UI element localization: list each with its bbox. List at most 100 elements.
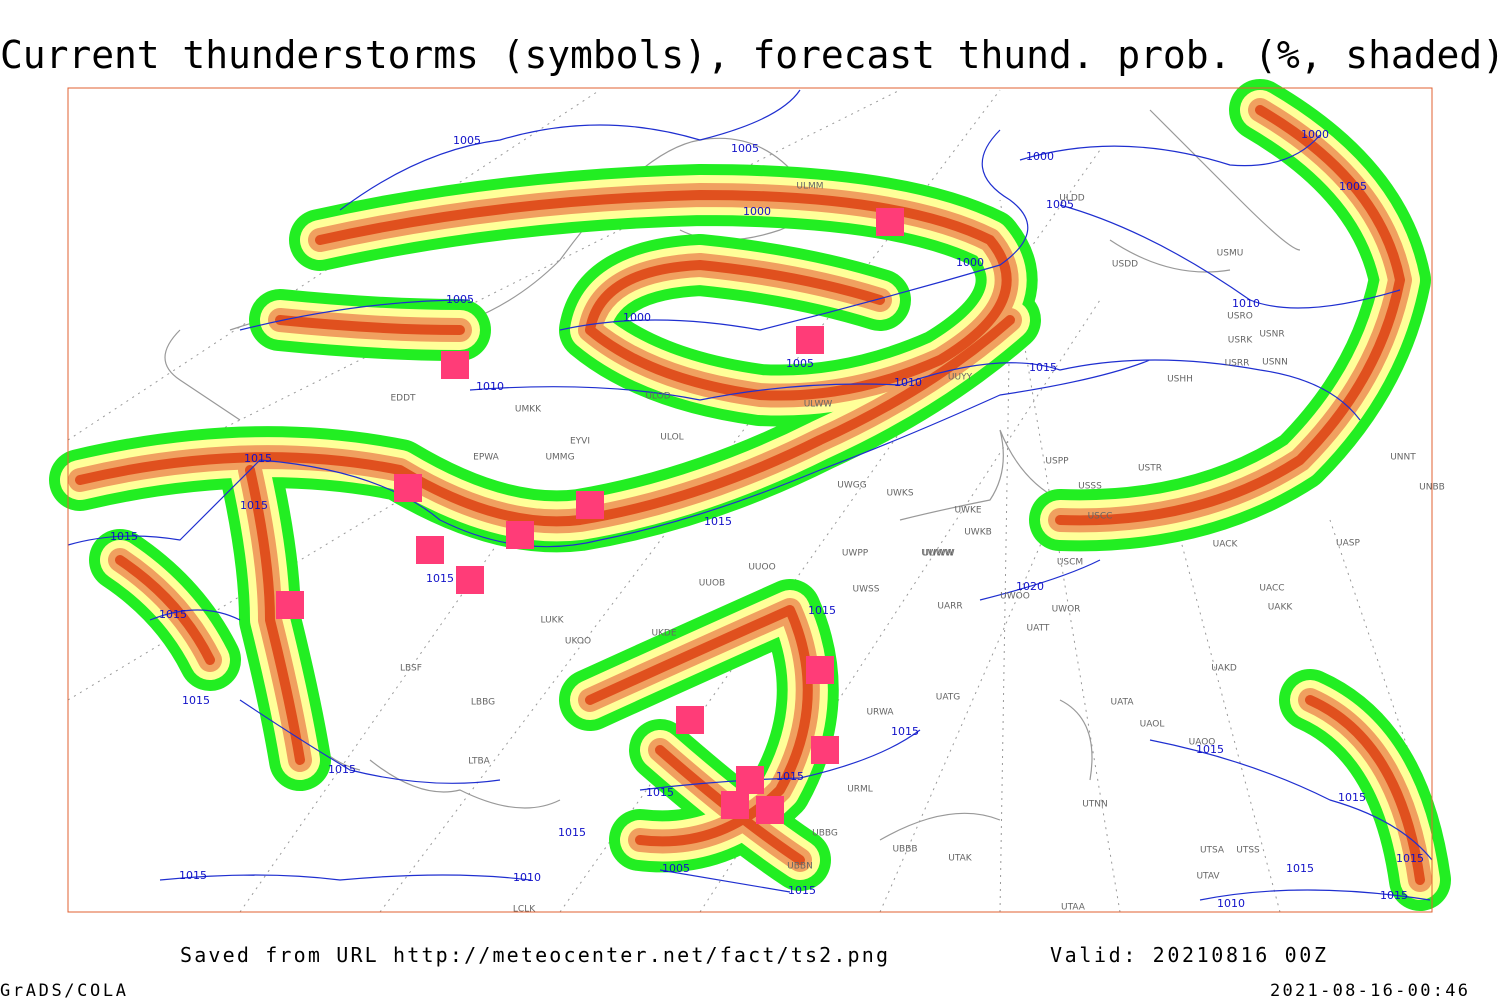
station-label: UWOO (1000, 592, 1030, 602)
station-label: ULOL (660, 433, 683, 443)
storm-symbol (876, 208, 904, 236)
storm-symbol (394, 474, 422, 502)
storm-symbol (576, 491, 604, 519)
shading-band (115, 555, 215, 665)
station-label: UNBB (1419, 483, 1445, 493)
station-label: UAOO (1189, 738, 1216, 748)
graticule-lines (67, 89, 1433, 913)
station-label: ULDD (1059, 194, 1085, 204)
station-label: UWWW (921, 549, 954, 559)
isobar-label: 1000 (956, 256, 984, 269)
station-label: UWKS (886, 489, 913, 499)
station-label: URML (847, 785, 873, 795)
storm-symbol (276, 591, 304, 619)
isobar-label: 1015 (244, 452, 272, 465)
station-label: UTAV (1196, 872, 1220, 882)
station-label: USCC (1088, 512, 1113, 522)
station-label: UBBG (812, 829, 838, 839)
graticule (67, 89, 1433, 913)
station-label: UBBB (892, 845, 917, 855)
isobar-label: 1010 (1217, 897, 1245, 910)
isobar-label: 1005 (446, 293, 474, 306)
station-label: UAOL (1140, 720, 1165, 730)
station-label: UKDE (651, 629, 676, 639)
isobar-label: 1015 (558, 826, 586, 839)
valid-time: Valid: 20210816 00Z (1050, 943, 1326, 967)
labels: 1005 1005 1000 1000 1005 1000 1005 1000 1005 1000… (110, 128, 1445, 915)
shading-band (585, 605, 813, 847)
station-label: UUYY (948, 373, 973, 383)
isobar-label: 1015 (1029, 361, 1057, 374)
isobar-label: 1005 (1339, 180, 1367, 193)
shading-band (245, 465, 305, 765)
station-label: UASP (1336, 539, 1360, 549)
station-label: ULOD (645, 392, 670, 402)
shading-band (275, 315, 465, 335)
station-label: USCM (1057, 558, 1083, 568)
isobar-label: 1010 (476, 380, 504, 393)
storm-symbol (416, 536, 444, 564)
isobar-label: 1015 (646, 786, 674, 799)
station-label: LUKK (541, 616, 565, 626)
station-label: UMMG (545, 453, 574, 463)
thunderstorm-symbols (276, 208, 904, 824)
station-label: USDD (1112, 260, 1138, 270)
source-note: Saved from URL http://meteocenter.net/fa… (180, 943, 888, 967)
isobar-label: 1010 (513, 871, 541, 884)
station-label: USRO (1227, 312, 1253, 322)
isobar-label: 1015 (808, 604, 836, 617)
storm-symbol (811, 736, 839, 764)
isobar-label: 1015 (1380, 889, 1408, 902)
isobar-label: 1005 (786, 357, 814, 370)
isobar-label: 1015 (159, 608, 187, 621)
station-label: USNN (1262, 358, 1288, 368)
isobar-label: 1015 (788, 884, 816, 897)
station-label: UTNN (1082, 800, 1108, 810)
station-label: UAKD (1211, 664, 1237, 674)
station-label: EDDT (390, 394, 416, 404)
station-label: UNNT (1390, 453, 1416, 463)
isobar-line (67, 89, 1433, 901)
isobar-label: 1000 (1026, 150, 1054, 163)
station-label: UUOO (748, 563, 775, 573)
isobar-label: 1015 (328, 763, 356, 776)
station-label: USHH (1167, 375, 1193, 385)
station-label: UWPP (842, 549, 869, 559)
station-label: EPWA (473, 453, 500, 463)
isobar-label: 1005 (662, 862, 690, 875)
station-label: USRR (1225, 359, 1250, 369)
probability-shading (49, 79, 1451, 911)
storm-symbol (796, 326, 824, 354)
station-label: UUWW (923, 549, 954, 559)
station-label: EYVI (570, 437, 590, 447)
isobar-label: 1015 (1286, 862, 1314, 875)
isobar-label: 1015 (426, 572, 454, 585)
station-label: UATT (1027, 624, 1050, 634)
storm-symbol (506, 521, 534, 549)
isobar-label: 1015 (1196, 743, 1224, 756)
station-label: LBSF (400, 664, 422, 674)
station-label: UBBN (787, 862, 813, 872)
station-label: UWGG (837, 481, 866, 491)
isobar-label: 1000 (743, 205, 771, 218)
station-label: UATG (936, 693, 961, 703)
isobar-label: 1005 (453, 134, 481, 147)
map (49, 79, 1451, 913)
storm-symbol (441, 351, 469, 379)
isobar-label: 1015 (179, 869, 207, 882)
isobar-label: 1005 (731, 142, 759, 155)
station-label: UWOR (1052, 605, 1081, 615)
station-label: UTSA (1200, 846, 1225, 856)
isobar-label: 1015 (704, 515, 732, 528)
map-frame (67, 87, 1433, 913)
isobars (67, 89, 1433, 901)
software-credit: GrADS/COLA (0, 981, 126, 1000)
isobar-label: 1005 (1046, 198, 1074, 211)
isobar-label: 1015 (1396, 852, 1424, 865)
shading-band (1305, 695, 1425, 885)
isobar-label: 1000 (1301, 128, 1329, 141)
shading-band (75, 315, 1015, 527)
isobar-label: 1015 (110, 530, 138, 543)
station-label: ULWW (804, 400, 833, 410)
station-label: UACK (1213, 540, 1239, 550)
